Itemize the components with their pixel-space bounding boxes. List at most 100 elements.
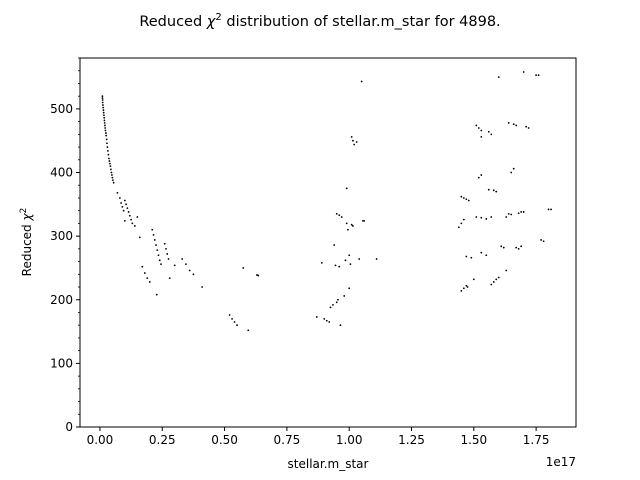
data-point-34: [120, 202, 123, 204]
data-point-20: [107, 149, 109, 152]
data-point-2: [101, 99, 104, 101]
x-axis-ticks: 0.00 0.25 0.50 0.75 1.00 1.25 1.50 1.75: [87, 427, 549, 447]
x-tick-label-3: 0.75: [274, 433, 301, 447]
data-point-11: [103, 121, 106, 124]
data-point-101: [348, 254, 351, 257]
data-point-53: [152, 233, 155, 236]
data-point-66: [173, 264, 176, 267]
data-point-30: [112, 179, 114, 182]
data-point-38: [125, 203, 128, 206]
data-point-159: [515, 124, 518, 127]
data-point-120: [465, 284, 468, 287]
data-point-139: [485, 254, 488, 257]
data-point-68: [185, 263, 187, 266]
data-point-60: [155, 293, 158, 296]
data-point-85: [329, 306, 332, 309]
data-point-69: [188, 269, 191, 272]
data-point-41: [128, 214, 131, 217]
y-tick-label-4: 400: [50, 166, 73, 180]
data-point-22: [108, 157, 110, 160]
x-tick-label-1: 0.25: [149, 433, 176, 447]
data-point-129: [475, 124, 478, 127]
y-tick-label-0: 0: [65, 420, 73, 434]
data-point-153: [505, 216, 508, 218]
data-point-158: [512, 123, 515, 126]
data-point-96: [343, 295, 346, 297]
data-point-113: [363, 219, 366, 222]
data-point-71: [201, 286, 204, 288]
data-point-125: [467, 199, 470, 202]
data-point-74: [233, 321, 236, 323]
data-point-107: [350, 223, 353, 226]
data-point-103: [348, 287, 351, 290]
y-axis-ticks: 0 100 200 300 400 500: [50, 57, 80, 434]
data-point-83: [325, 319, 328, 322]
data-point-24: [109, 162, 111, 165]
x-tick-label-0: 0.00: [87, 433, 114, 447]
data-point-165: [517, 212, 520, 215]
data-point-12: [104, 124, 106, 127]
data-point-127: [470, 256, 473, 259]
data-point-63: [166, 253, 169, 255]
data-point-75: [236, 324, 238, 327]
data-point-140: [480, 135, 483, 138]
data-point-62: [165, 247, 167, 250]
data-point-17: [105, 138, 108, 141]
data-point-21: [107, 153, 110, 156]
y-axis-label: Reduced χ2: [19, 208, 34, 277]
data-point-28: [111, 174, 113, 176]
data-point-138: [480, 251, 483, 254]
data-point-40: [127, 211, 130, 213]
data-point-14: [104, 129, 107, 132]
data-point-176: [550, 208, 552, 211]
data-point-23: [108, 160, 111, 162]
data-point-4: [102, 104, 104, 106]
data-point-170: [527, 127, 530, 129]
data-point-27: [110, 171, 113, 174]
x-axis-offset-label: 1e17: [546, 455, 576, 469]
data-point-51: [148, 281, 151, 283]
data-point-52: [151, 228, 154, 231]
data-point-10: [103, 119, 106, 122]
data-point-147: [492, 281, 495, 283]
data-point-121: [466, 286, 469, 288]
data-point-43: [131, 222, 134, 225]
data-point-76: [242, 267, 245, 269]
chart-title: Reduced χ2 distribution of stellar.m_sta…: [139, 12, 500, 30]
data-point-47: [138, 236, 141, 239]
x-tick-label-5: 1.25: [398, 433, 425, 447]
data-point-16: [105, 134, 108, 137]
data-point-54: [153, 239, 156, 241]
data-point-3: [101, 101, 104, 104]
title-prefix: Reduced: [139, 14, 206, 30]
data-point-108: [352, 225, 354, 227]
x-tick-label-6: 1.50: [460, 433, 487, 447]
data-point-115: [457, 226, 460, 229]
data-point-9: [103, 116, 106, 119]
data-point-56: [156, 249, 159, 252]
data-point-39: [126, 207, 129, 210]
data-point-70: [192, 273, 195, 276]
data-point-65: [168, 277, 171, 280]
data-point-173: [540, 239, 543, 241]
data-point-109: [355, 141, 358, 143]
data-point-33: [118, 197, 121, 199]
data-point-117: [462, 218, 465, 221]
data-point-141: [487, 130, 490, 133]
data-point-156: [505, 269, 508, 272]
title-chi-symbol: χ: [206, 14, 217, 30]
data-point-6: [102, 109, 105, 112]
data-point-148: [495, 278, 498, 281]
data-point-154: [507, 212, 510, 215]
x-tick-label-4: 1.00: [336, 433, 363, 447]
data-point-112: [361, 219, 364, 222]
data-point-99: [347, 228, 349, 231]
data-point-174: [542, 240, 545, 243]
title-suffix: distribution of stellar.m_star for 4898.: [222, 14, 501, 30]
data-point-162: [515, 246, 518, 249]
data-point-72: [228, 314, 231, 316]
y-tick-label-1: 100: [50, 356, 73, 370]
data-point-35: [121, 205, 124, 208]
ylabel-chi-power: 2: [19, 208, 29, 214]
data-point-59: [160, 263, 162, 266]
